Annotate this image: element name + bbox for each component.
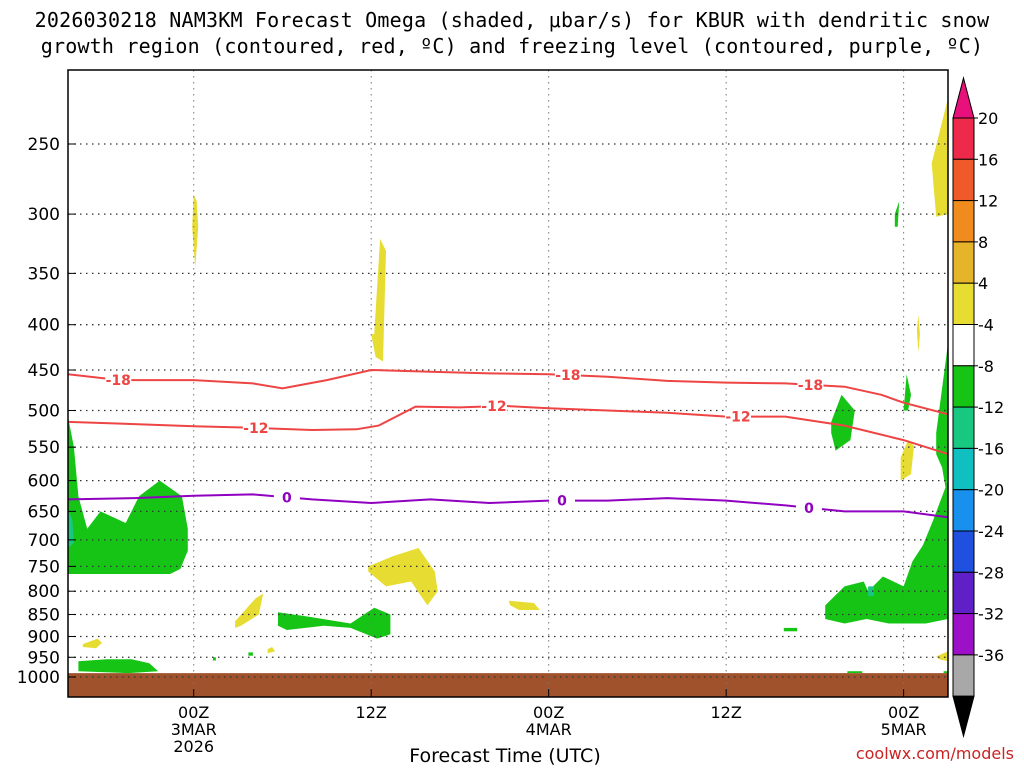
omega-region-4-0	[192, 194, 199, 268]
omega-region-neg8-1	[868, 586, 875, 596]
omega-region-neg4-13	[943, 671, 948, 674]
x-tick-label-42-0: 12Z	[710, 703, 741, 722]
x-tick-label-18-0: 12Z	[356, 703, 387, 722]
omega-region-neg4-2	[278, 607, 391, 639]
omega-region-4-1	[371, 238, 386, 362]
omega-region-4-6	[267, 647, 276, 654]
y-tick-label-850: 850	[28, 606, 60, 626]
contour-label-neg18-2: -18	[798, 378, 823, 394]
y-tick-label-400: 400	[28, 316, 60, 336]
colorbar-label-1: 16	[978, 150, 998, 169]
site-credit-link[interactable]: coolwx.com/models	[855, 744, 1014, 763]
omega-region-neg4-12	[847, 671, 863, 674]
omega-region-neg4-4	[831, 394, 855, 451]
y-tick-label-750: 750	[28, 557, 60, 577]
omega-region-4-8	[900, 440, 914, 481]
chart-title-line1: 2026030218 NAM3KM Forecast Omega (shaded…	[34, 8, 990, 32]
colorbar-box-3	[952, 241, 975, 284]
y-tick-label-900: 900	[28, 627, 60, 647]
colorbar-label-10: -24	[978, 522, 1004, 541]
plot-area: -18 -18 -18 -12 -12 -12 0 0 0	[68, 70, 948, 697]
x-tick-label-6-1: 3MAR	[171, 720, 217, 739]
omega-region-neg4-10	[212, 657, 216, 661]
y-tick-label-700: 700	[28, 531, 60, 551]
colorbar-label-9: -20	[978, 481, 1004, 500]
y-tick-label-550: 550	[28, 438, 60, 458]
omega-region-neg4-9	[783, 627, 798, 632]
y-tick-label-650: 650	[28, 502, 60, 522]
colorbar-box-6	[952, 365, 975, 408]
y-tick-label-950: 950	[28, 648, 60, 668]
colorbar-box-2	[952, 200, 975, 243]
contour-label-0-1: 0	[557, 494, 567, 510]
ground-surface	[68, 673, 948, 697]
colorbar-box-0	[952, 117, 975, 160]
omega-region-neg4-7	[927, 517, 948, 601]
contour-label-0-0: 0	[282, 490, 292, 506]
y-tick-label-450: 450	[28, 361, 60, 381]
colorbar-label-7: -12	[978, 398, 1004, 417]
x-tick-label-30-1: 4MAR	[526, 720, 572, 739]
omega-region-4-3	[235, 593, 264, 628]
contour-label-neg18-1: -18	[555, 368, 580, 384]
y-tick-label-600: 600	[28, 472, 60, 492]
y-tick-label-1000: 1000	[17, 668, 60, 688]
colorbar-box-9	[952, 489, 975, 532]
colorbar-box-1	[952, 158, 975, 202]
colorbar-label-6: -8	[978, 357, 994, 376]
plot-frame	[67, 69, 949, 698]
contour-label-neg18-0: -18	[106, 373, 131, 389]
colorbar-box-7	[952, 406, 975, 449]
contour-label-neg12-2: -12	[725, 410, 750, 426]
colorbar-label-5: -4	[978, 316, 994, 335]
x-tick-label-6-2: 2026	[173, 737, 214, 756]
omega-region-neg4-6	[936, 343, 948, 494]
colorbar-label-8: -16	[978, 439, 1004, 458]
omega-region-4-7	[931, 98, 948, 217]
omega-region-neg4-0	[68, 416, 188, 574]
x-tick-label-30-0: 00Z	[533, 703, 564, 722]
y-tick-label-500: 500	[28, 402, 60, 422]
colorbar-bottom-cap	[952, 695, 975, 739]
omega-region-4-5	[508, 600, 540, 610]
omega-region-4-10	[936, 651, 948, 662]
colorbar-box-12	[952, 613, 975, 656]
colorbar-box-11	[952, 571, 975, 615]
x-tick-label-54-1: 5MAR	[881, 720, 927, 739]
contour-label-neg12-0: -12	[243, 421, 268, 437]
omega-region-neg4-1	[78, 659, 159, 674]
x-axis-title: Forecast Time (UTC)	[409, 745, 601, 767]
colorbar-label-12: -32	[978, 605, 1004, 624]
y-tick-label-300: 300	[28, 205, 60, 225]
chart-title-line2: growth region (contoured, red, ºC) and f…	[40, 34, 984, 58]
omega-region-neg4-11	[248, 652, 253, 656]
colorbar-label-11: -28	[978, 563, 1004, 582]
omega-region-4-2	[368, 548, 438, 606]
y-tick-label-250: 250	[28, 135, 60, 155]
colorbar-label-4: 4	[978, 274, 988, 293]
colorbar-box-5	[952, 324, 975, 367]
colorbar-box-13	[952, 654, 975, 697]
omega-region-neg4-5	[903, 374, 911, 411]
colorbar-label-2: 12	[978, 192, 998, 211]
colorbar-top-cap	[952, 76, 975, 119]
omega-region-neg8-0	[68, 508, 74, 548]
colorbar-box-10	[952, 530, 975, 573]
contour-line-neg18	[68, 368, 948, 416]
colorbar-box-8	[952, 447, 975, 491]
colorbar-label-13: -36	[978, 646, 1004, 665]
omega-region-4-9	[916, 315, 920, 353]
omega-region-4-4	[82, 638, 102, 649]
x-tick-label-6-0: 00Z	[178, 703, 209, 722]
colorbar-label-0: 20	[978, 109, 998, 128]
contour-label-0-2: 0	[804, 501, 814, 517]
y-tick-label-350: 350	[28, 264, 60, 284]
omega-region-neg4-3	[825, 480, 948, 624]
y-tick-label-800: 800	[28, 582, 60, 602]
colorbar-box-4	[952, 282, 975, 326]
contour-label-neg12-1: -12	[481, 399, 506, 415]
x-tick-label-54-0: 00Z	[888, 703, 919, 722]
colorbar-label-3: 8	[978, 233, 988, 252]
